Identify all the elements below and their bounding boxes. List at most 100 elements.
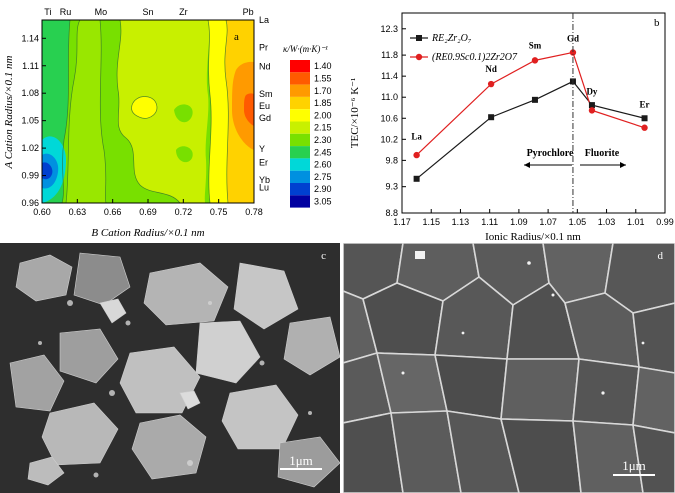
x-axis-title: Ionic Radius/×0.1 nm bbox=[485, 231, 581, 240]
legend: RE₂Zr₂O₇ (RE0.9Sc0.1)2Zr2O7 bbox=[410, 33, 518, 63]
data-point-circle bbox=[641, 124, 648, 131]
contour-field bbox=[42, 20, 254, 203]
point-label-nd: Nd bbox=[485, 64, 497, 74]
y-tick-label: 9.8 bbox=[385, 155, 398, 165]
series-lines bbox=[416, 51, 645, 180]
y-tick-label: 1.05 bbox=[21, 116, 39, 126]
element-label-nd: Nd bbox=[259, 62, 271, 72]
x-tick-label: 1.11 bbox=[481, 217, 498, 227]
line-chart-svg: 1.17 1.15 1.13 1.11 1.09 1.07 1.05 1.03 1.01 0.99… bbox=[349, 12, 674, 243]
y-tick-label: 10.2 bbox=[380, 134, 398, 144]
colorbar-label: 2.60 bbox=[314, 160, 332, 170]
element-label-ti: Ti bbox=[44, 7, 51, 17]
colorbar-label: 2.45 bbox=[314, 147, 332, 157]
y-tick-label: 11.0 bbox=[381, 92, 398, 102]
y-axis-ticks: 0.96 0.99 1.02 1.05 1.08 1.11 1.14 bbox=[21, 33, 46, 208]
axis-ticks: 1.17 1.15 1.13 1.11 1.09 1.07 1.05 1.03 1.01 0.99… bbox=[380, 24, 673, 227]
y-tick-label: 12.3 bbox=[380, 24, 398, 34]
colorbar-swatch bbox=[290, 60, 310, 73]
data-point-circle bbox=[487, 80, 495, 88]
sem-grains-image: d 1μm bbox=[343, 243, 675, 493]
data-point-circle bbox=[588, 107, 596, 114]
fluorite-arrowhead bbox=[620, 162, 626, 168]
scale-bar-label: 1μm bbox=[622, 458, 646, 473]
colorbar-swatch bbox=[290, 84, 310, 97]
plot-frame bbox=[401, 12, 666, 214]
y-tick-label: 11.4 bbox=[381, 71, 398, 81]
y-tick-label: 1.11 bbox=[22, 61, 39, 71]
scale-bar-label: 1μm bbox=[289, 453, 313, 468]
legend-marker-1 bbox=[416, 35, 422, 41]
x-tick-label: 1.09 bbox=[510, 217, 528, 227]
y-axis-title: TEC/×10⁻⁶ K⁻¹ bbox=[349, 78, 361, 148]
pyrochlore-arrowhead bbox=[524, 162, 530, 168]
colorbar-swatch bbox=[290, 133, 310, 147]
point-label-sm: Sm bbox=[529, 40, 542, 50]
element-label-gd: Gd bbox=[259, 113, 271, 123]
contour-map-svg: 0.60 0.63 0.66 0.69 0.72 0.75 0.78 0.96 0.99 1.0… bbox=[3, 7, 332, 239]
colorbar-label: 3.05 bbox=[314, 196, 332, 206]
element-label-yb: Yb bbox=[259, 175, 270, 185]
panel-letter: d bbox=[658, 250, 664, 262]
colorbar-swatch bbox=[290, 170, 310, 183]
y-tick-label: 1.08 bbox=[21, 88, 39, 98]
panel-letter: b bbox=[654, 17, 660, 29]
y-tick-label: 10.6 bbox=[380, 113, 398, 123]
element-label-mo: Mo bbox=[95, 7, 108, 17]
panel-a-contour-map: 0.60 0.63 0.66 0.69 0.72 0.75 0.78 0.96 0.99 1.0… bbox=[0, 0, 340, 240]
y-tick-label: 9.3 bbox=[385, 182, 398, 192]
element-label-la: La bbox=[259, 15, 269, 25]
element-label-sm: Sm bbox=[259, 89, 273, 99]
colorbar-label: 2.75 bbox=[314, 172, 332, 182]
data-point-square bbox=[588, 102, 595, 109]
data-point-circle bbox=[413, 151, 420, 159]
panel-d-sem-grains: d 1μm bbox=[343, 243, 675, 493]
phase-annotations: Pyrochlore Fluorite bbox=[524, 148, 626, 168]
data-point-square bbox=[488, 114, 495, 121]
data-point-circle bbox=[531, 57, 539, 64]
y-tick-label: 0.96 bbox=[21, 198, 39, 208]
element-label-er: Er bbox=[259, 158, 268, 168]
colorbar-label: 2.30 bbox=[314, 135, 332, 145]
colorbar-label: 1.40 bbox=[314, 61, 332, 71]
data-point-square bbox=[531, 96, 538, 103]
colorbar-swatch bbox=[290, 109, 310, 122]
x-tick-label: 1.17 bbox=[393, 217, 411, 227]
x-tick-label: 0.75 bbox=[210, 207, 228, 217]
colorbar-swatch bbox=[290, 96, 310, 110]
element-label-pb: Pb bbox=[243, 7, 254, 17]
element-label-eu: Eu bbox=[259, 101, 270, 111]
colorbar-label: 1.70 bbox=[314, 86, 332, 96]
element-label-sn: Sn bbox=[142, 7, 153, 17]
colorbar: κ/W·(m·K)⁻¹ 1.40 1.55 1.70 1.85 2.00 2.15 2.30… bbox=[283, 44, 332, 208]
y-axis-title: A Cation Radius/×0.1 nm bbox=[3, 55, 15, 169]
x-tick-label: 1.03 bbox=[598, 217, 616, 227]
colorbar-label: 2.00 bbox=[314, 110, 332, 120]
colorbar-swatch bbox=[290, 72, 310, 85]
y-tick-label: 1.02 bbox=[21, 143, 39, 153]
panel-letter: a bbox=[234, 31, 239, 43]
colorbar-label: 2.15 bbox=[314, 123, 332, 133]
data-point-square bbox=[641, 115, 648, 122]
series-line-1 bbox=[416, 80, 645, 180]
y-tick-label: 11.8 bbox=[381, 50, 398, 60]
panel-letter: c bbox=[321, 250, 326, 262]
x-axis-ticks: 0.60 0.63 0.66 0.69 0.72 0.75 0.78 bbox=[33, 199, 263, 217]
panel-b-line-chart: 1.17 1.15 1.13 1.11 1.09 1.07 1.05 1.03 1.01 0.99… bbox=[340, 0, 675, 243]
top-element-labels: Ti Ru Mo Sn Zr Pb bbox=[44, 7, 253, 17]
colorbar-swatch bbox=[290, 121, 310, 134]
element-label-pr: Pr bbox=[259, 42, 268, 52]
x-tick-label: 1.07 bbox=[539, 217, 557, 227]
panel-c-sem-powder: c 1μm bbox=[0, 243, 340, 493]
colorbar-swatch bbox=[290, 146, 310, 159]
legend-marker-2 bbox=[415, 53, 423, 61]
colorbar-swatch bbox=[290, 158, 310, 171]
colorbar-swatch bbox=[290, 195, 310, 208]
x-tick-label: 1.15 bbox=[422, 217, 440, 227]
x-tick-label: 0.60 bbox=[33, 207, 51, 217]
x-tick-label: 0.72 bbox=[175, 207, 193, 217]
element-label-ru: Ru bbox=[60, 7, 72, 17]
point-label-la: La bbox=[411, 131, 422, 141]
